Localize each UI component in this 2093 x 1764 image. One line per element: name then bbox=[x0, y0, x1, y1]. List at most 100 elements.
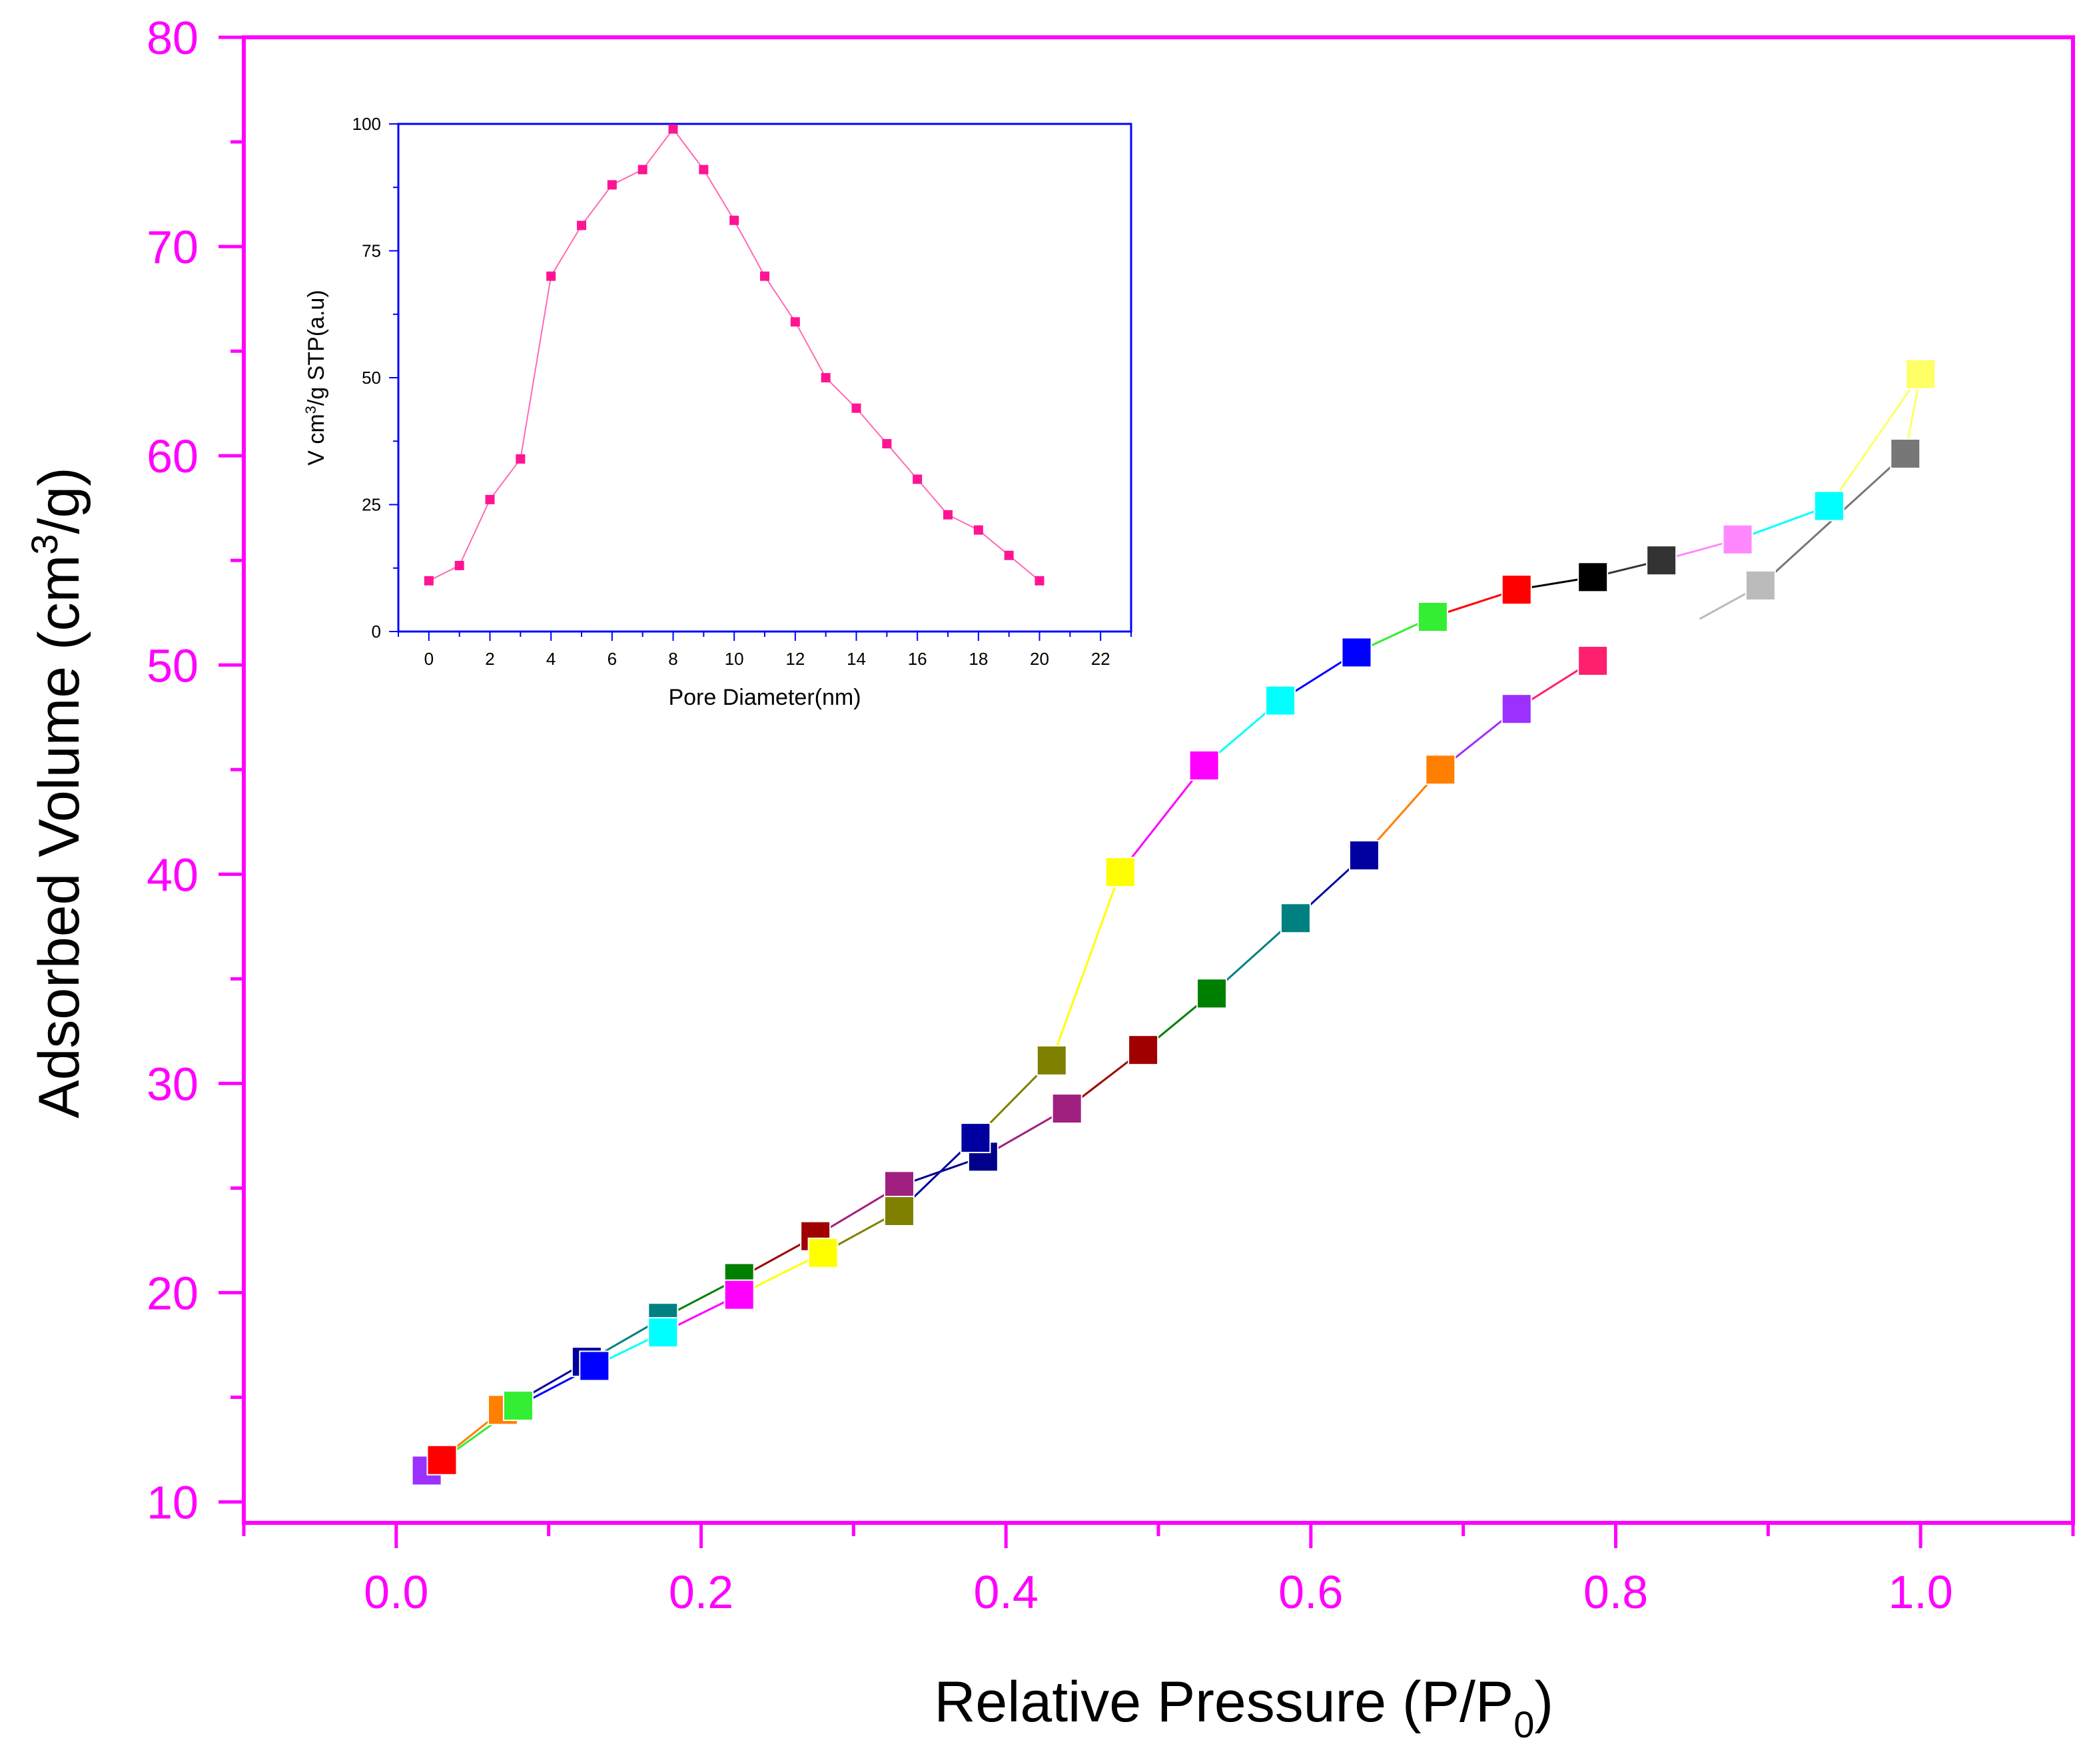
inset-point bbox=[1035, 576, 1045, 586]
desorption-point bbox=[426, 1444, 458, 1476]
inset-y-axis-title-suffix: /g STP(a.u) bbox=[304, 290, 329, 406]
inset-y-tick-label: 100 bbox=[352, 114, 381, 134]
inset-point bbox=[760, 271, 769, 281]
inset-series-markers bbox=[424, 124, 1045, 586]
inset-y-tick-label: 75 bbox=[362, 241, 381, 261]
adsorption-point bbox=[1051, 1093, 1082, 1124]
desorption-point bbox=[1265, 685, 1296, 716]
closure-point bbox=[1905, 358, 1936, 390]
main-x-tick-label: 0.6 bbox=[1278, 1566, 1343, 1618]
main-y-axis-title-superscript: 3 bbox=[23, 534, 65, 555]
main-x-axis-title-text: Relative Pressure (P/P bbox=[934, 1670, 1513, 1734]
inset-x-tick-label: 22 bbox=[1091, 649, 1110, 669]
main-x-axis-title-suffix: ) bbox=[1534, 1670, 1553, 1734]
inset-x-tick-label: 8 bbox=[668, 649, 677, 669]
inset-y-tick-label: 0 bbox=[372, 622, 381, 642]
adsorption-point bbox=[1348, 840, 1380, 871]
closure-point bbox=[1890, 438, 1921, 470]
main-y-tick-label: 50 bbox=[147, 640, 199, 691]
inset-point bbox=[668, 124, 678, 134]
desorption-point bbox=[1646, 545, 1677, 576]
inset-x-tick-label: 2 bbox=[485, 649, 494, 669]
desorption-point bbox=[723, 1279, 755, 1310]
inset-y-tick-label: 25 bbox=[362, 495, 381, 515]
desorption-point bbox=[960, 1122, 991, 1154]
main-y-tick-label: 60 bbox=[147, 430, 199, 482]
inset-point bbox=[454, 560, 464, 570]
desorption-segment bbox=[1119, 765, 1205, 873]
inset-x-axis-title: Pore Diameter(nm) bbox=[668, 685, 861, 710]
desorption-point bbox=[579, 1350, 610, 1382]
adsorption-point bbox=[1128, 1035, 1159, 1066]
inset-point bbox=[699, 165, 709, 175]
main-y-axis-title-text: Adsorbed Volume (cm bbox=[27, 555, 91, 1118]
inset-point bbox=[821, 373, 831, 382]
main-series-markers bbox=[411, 358, 1936, 1486]
inset-point bbox=[729, 215, 739, 225]
desorption-segment bbox=[1050, 871, 1122, 1061]
inset-point bbox=[546, 271, 556, 281]
main-x-tick-label: 0.8 bbox=[1583, 1566, 1648, 1618]
main-x-tick-label: 0.4 bbox=[974, 1566, 1039, 1618]
inset-point bbox=[516, 454, 526, 464]
desorption-point bbox=[647, 1317, 679, 1348]
inset-x-tick-label: 16 bbox=[908, 649, 927, 669]
inset-point bbox=[485, 494, 495, 504]
inset-point bbox=[607, 180, 617, 190]
desorption-point bbox=[1341, 637, 1372, 668]
desorption-point bbox=[1104, 857, 1136, 888]
main-y-tick-label: 70 bbox=[147, 221, 199, 273]
main-x-tick-label: 0.2 bbox=[669, 1566, 733, 1618]
adsorption-point bbox=[1280, 903, 1311, 934]
inset-point bbox=[851, 403, 861, 413]
inset-background bbox=[398, 124, 1131, 632]
inset-point bbox=[577, 220, 586, 230]
inset-point bbox=[424, 576, 434, 586]
inset-x-tick-label: 6 bbox=[608, 649, 617, 669]
adsorption-point bbox=[1196, 978, 1228, 1009]
inset-x-tick-label: 20 bbox=[1030, 649, 1049, 669]
main-x-axis-title: Relative Pressure (P/P0) bbox=[934, 1670, 1553, 1745]
desorption-point bbox=[807, 1237, 839, 1268]
inset-point bbox=[943, 510, 953, 520]
desorption-point bbox=[502, 1390, 534, 1422]
inset-point bbox=[637, 165, 647, 175]
desorption-point bbox=[1036, 1045, 1067, 1076]
desorption-point bbox=[1417, 602, 1448, 633]
adsorption-point bbox=[1425, 754, 1456, 785]
main-y-axis-title: Adsorbed Volume (cm3/g) bbox=[23, 467, 91, 1118]
inset-x-tick-label: 10 bbox=[725, 649, 744, 669]
main-x-tick-label: 0.0 bbox=[364, 1566, 428, 1618]
inset-y-axis-title-superscript: 3 bbox=[302, 406, 319, 414]
main-y-tick-label: 40 bbox=[147, 849, 199, 901]
desorption-point bbox=[1188, 750, 1220, 781]
inset-x-tick-label: 18 bbox=[969, 649, 988, 669]
inset-x-tick-label: 14 bbox=[847, 649, 866, 669]
inset-point bbox=[973, 525, 983, 535]
inset-x-tick-label: 4 bbox=[546, 649, 556, 669]
main-y-tick-label: 10 bbox=[147, 1477, 199, 1529]
main-x-tick-label: 1.0 bbox=[1888, 1566, 1953, 1618]
desorption-segment bbox=[1828, 373, 1922, 507]
inset-point bbox=[913, 474, 923, 484]
closure-point bbox=[1745, 570, 1776, 601]
inset-x-tick-label: 0 bbox=[424, 649, 434, 669]
inset-point bbox=[790, 317, 800, 327]
desorption-point bbox=[1722, 524, 1753, 555]
main-y-tick-label: 80 bbox=[147, 12, 199, 64]
main-y-axis-title-suffix: /g) bbox=[27, 467, 91, 534]
adsorption-point bbox=[1501, 693, 1532, 725]
desorption-point bbox=[883, 1196, 915, 1227]
inset-axis-ticks: 0 2 4 6 8 10 12 14 16 18 20 22 0 25 50 75 100 bbox=[352, 114, 1132, 669]
inset-y-axis-title: V cm3/g STP(a.u) bbox=[302, 290, 329, 466]
desorption-point bbox=[1813, 490, 1845, 522]
inset-y-tick-label: 50 bbox=[362, 368, 381, 388]
main-y-tick-label: 30 bbox=[147, 1058, 199, 1110]
inset-point bbox=[882, 439, 892, 449]
adsorption-point bbox=[1577, 645, 1609, 676]
desorption-point bbox=[1577, 562, 1609, 593]
main-y-tick-label: 20 bbox=[147, 1268, 199, 1320]
